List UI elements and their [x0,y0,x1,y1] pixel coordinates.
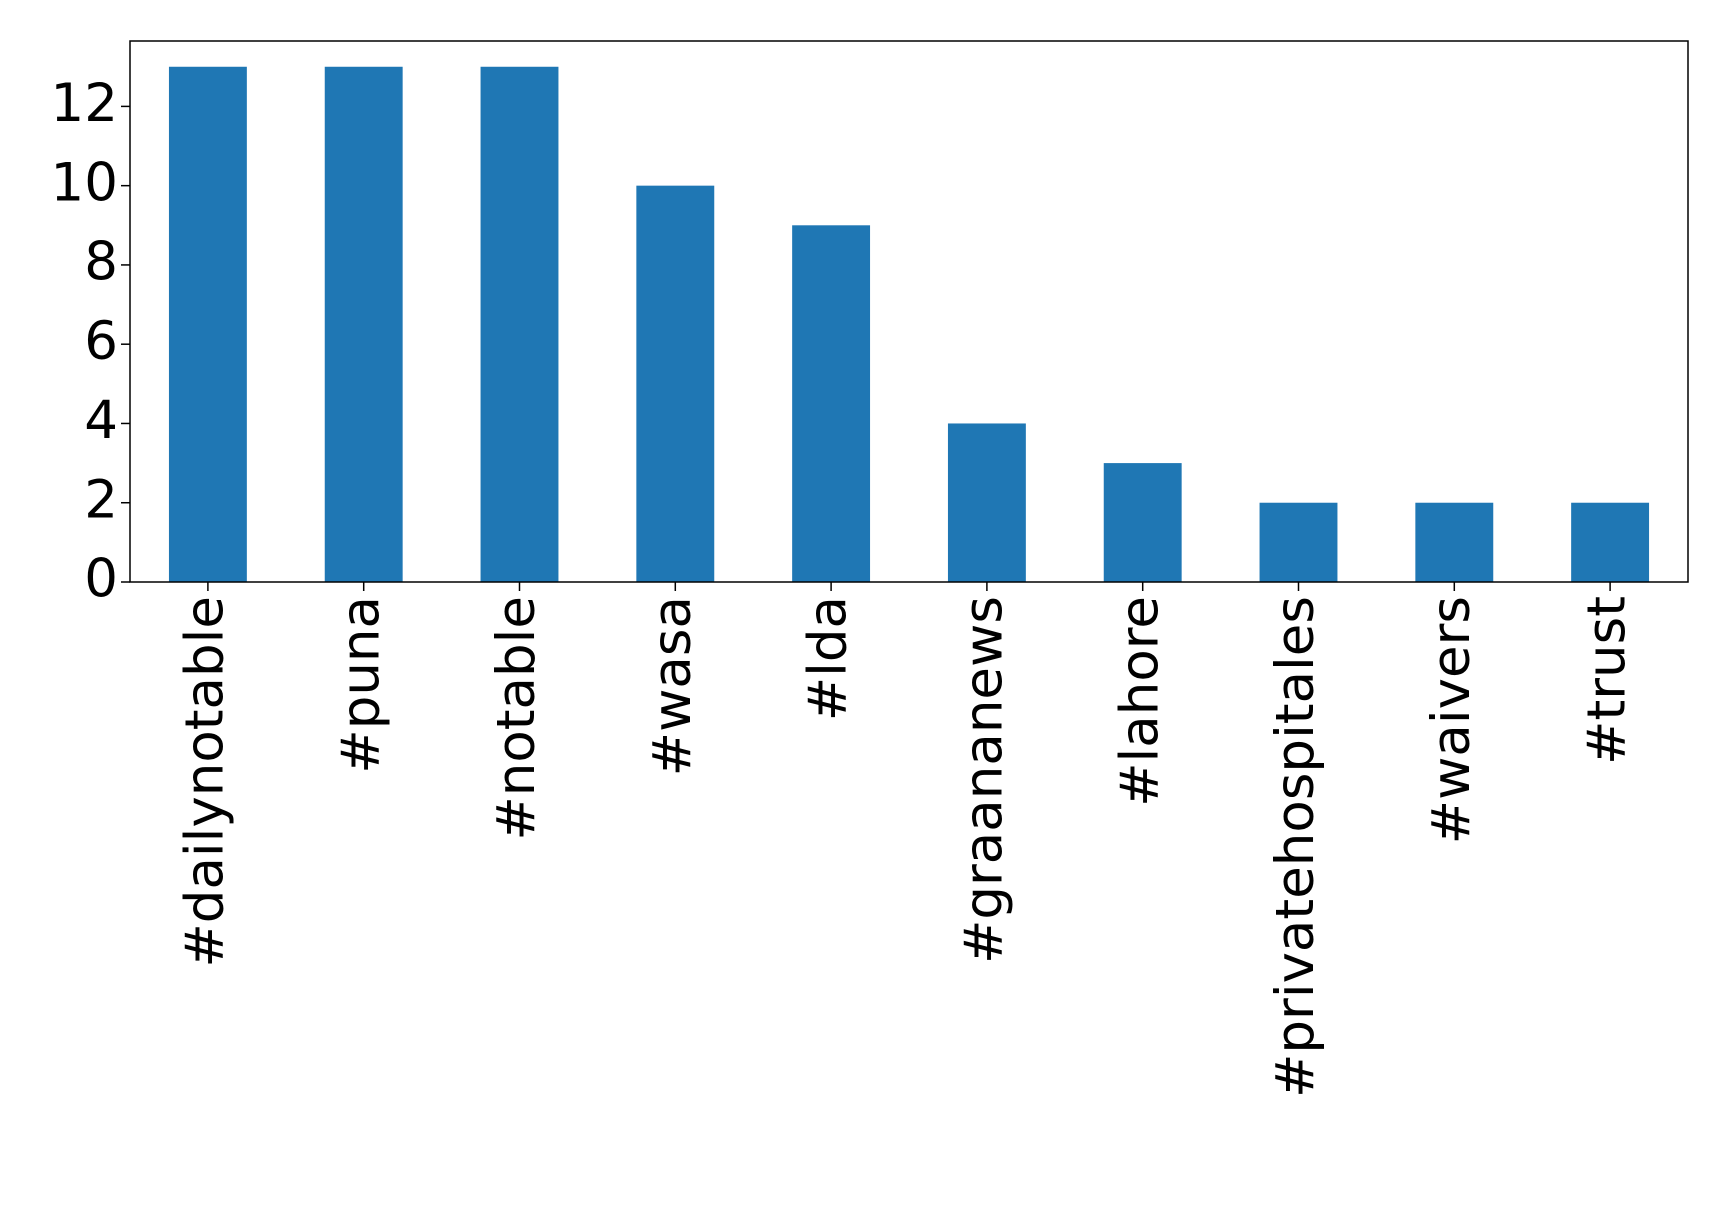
y-tick-label: 4 [84,390,118,451]
bar [792,225,871,583]
bar [1103,463,1182,582]
x-tick-label: #notable [486,596,547,841]
y-tick-label: 12 [51,73,118,134]
x-tick-label: #graananews [954,596,1015,964]
y-tick-label: 8 [84,232,118,293]
bar [636,185,715,582]
x-tick-label: #trust [1577,596,1638,765]
bar [1415,502,1494,582]
x-tick-label: #wasa [642,596,703,776]
x-tick-label: #lda [798,596,859,721]
bar [324,66,403,582]
x-tick-label: #privatehospitales [1265,596,1326,1098]
y-tick-label: 6 [84,311,118,372]
bar [1571,502,1650,582]
x-tick-label: #lahore [1109,596,1170,807]
axes-frame [129,40,1689,583]
y-tick-label: 10 [51,152,118,213]
x-tick-label: #dailynotable [175,596,236,968]
x-tick-label: #puna [330,596,391,774]
y-tick-label: 0 [84,549,118,610]
bar [480,66,559,582]
bar [1259,502,1338,582]
bar [947,423,1026,582]
y-tick-label: 2 [84,469,118,530]
x-tick-label: #waivers [1421,596,1482,844]
bar [168,66,247,582]
